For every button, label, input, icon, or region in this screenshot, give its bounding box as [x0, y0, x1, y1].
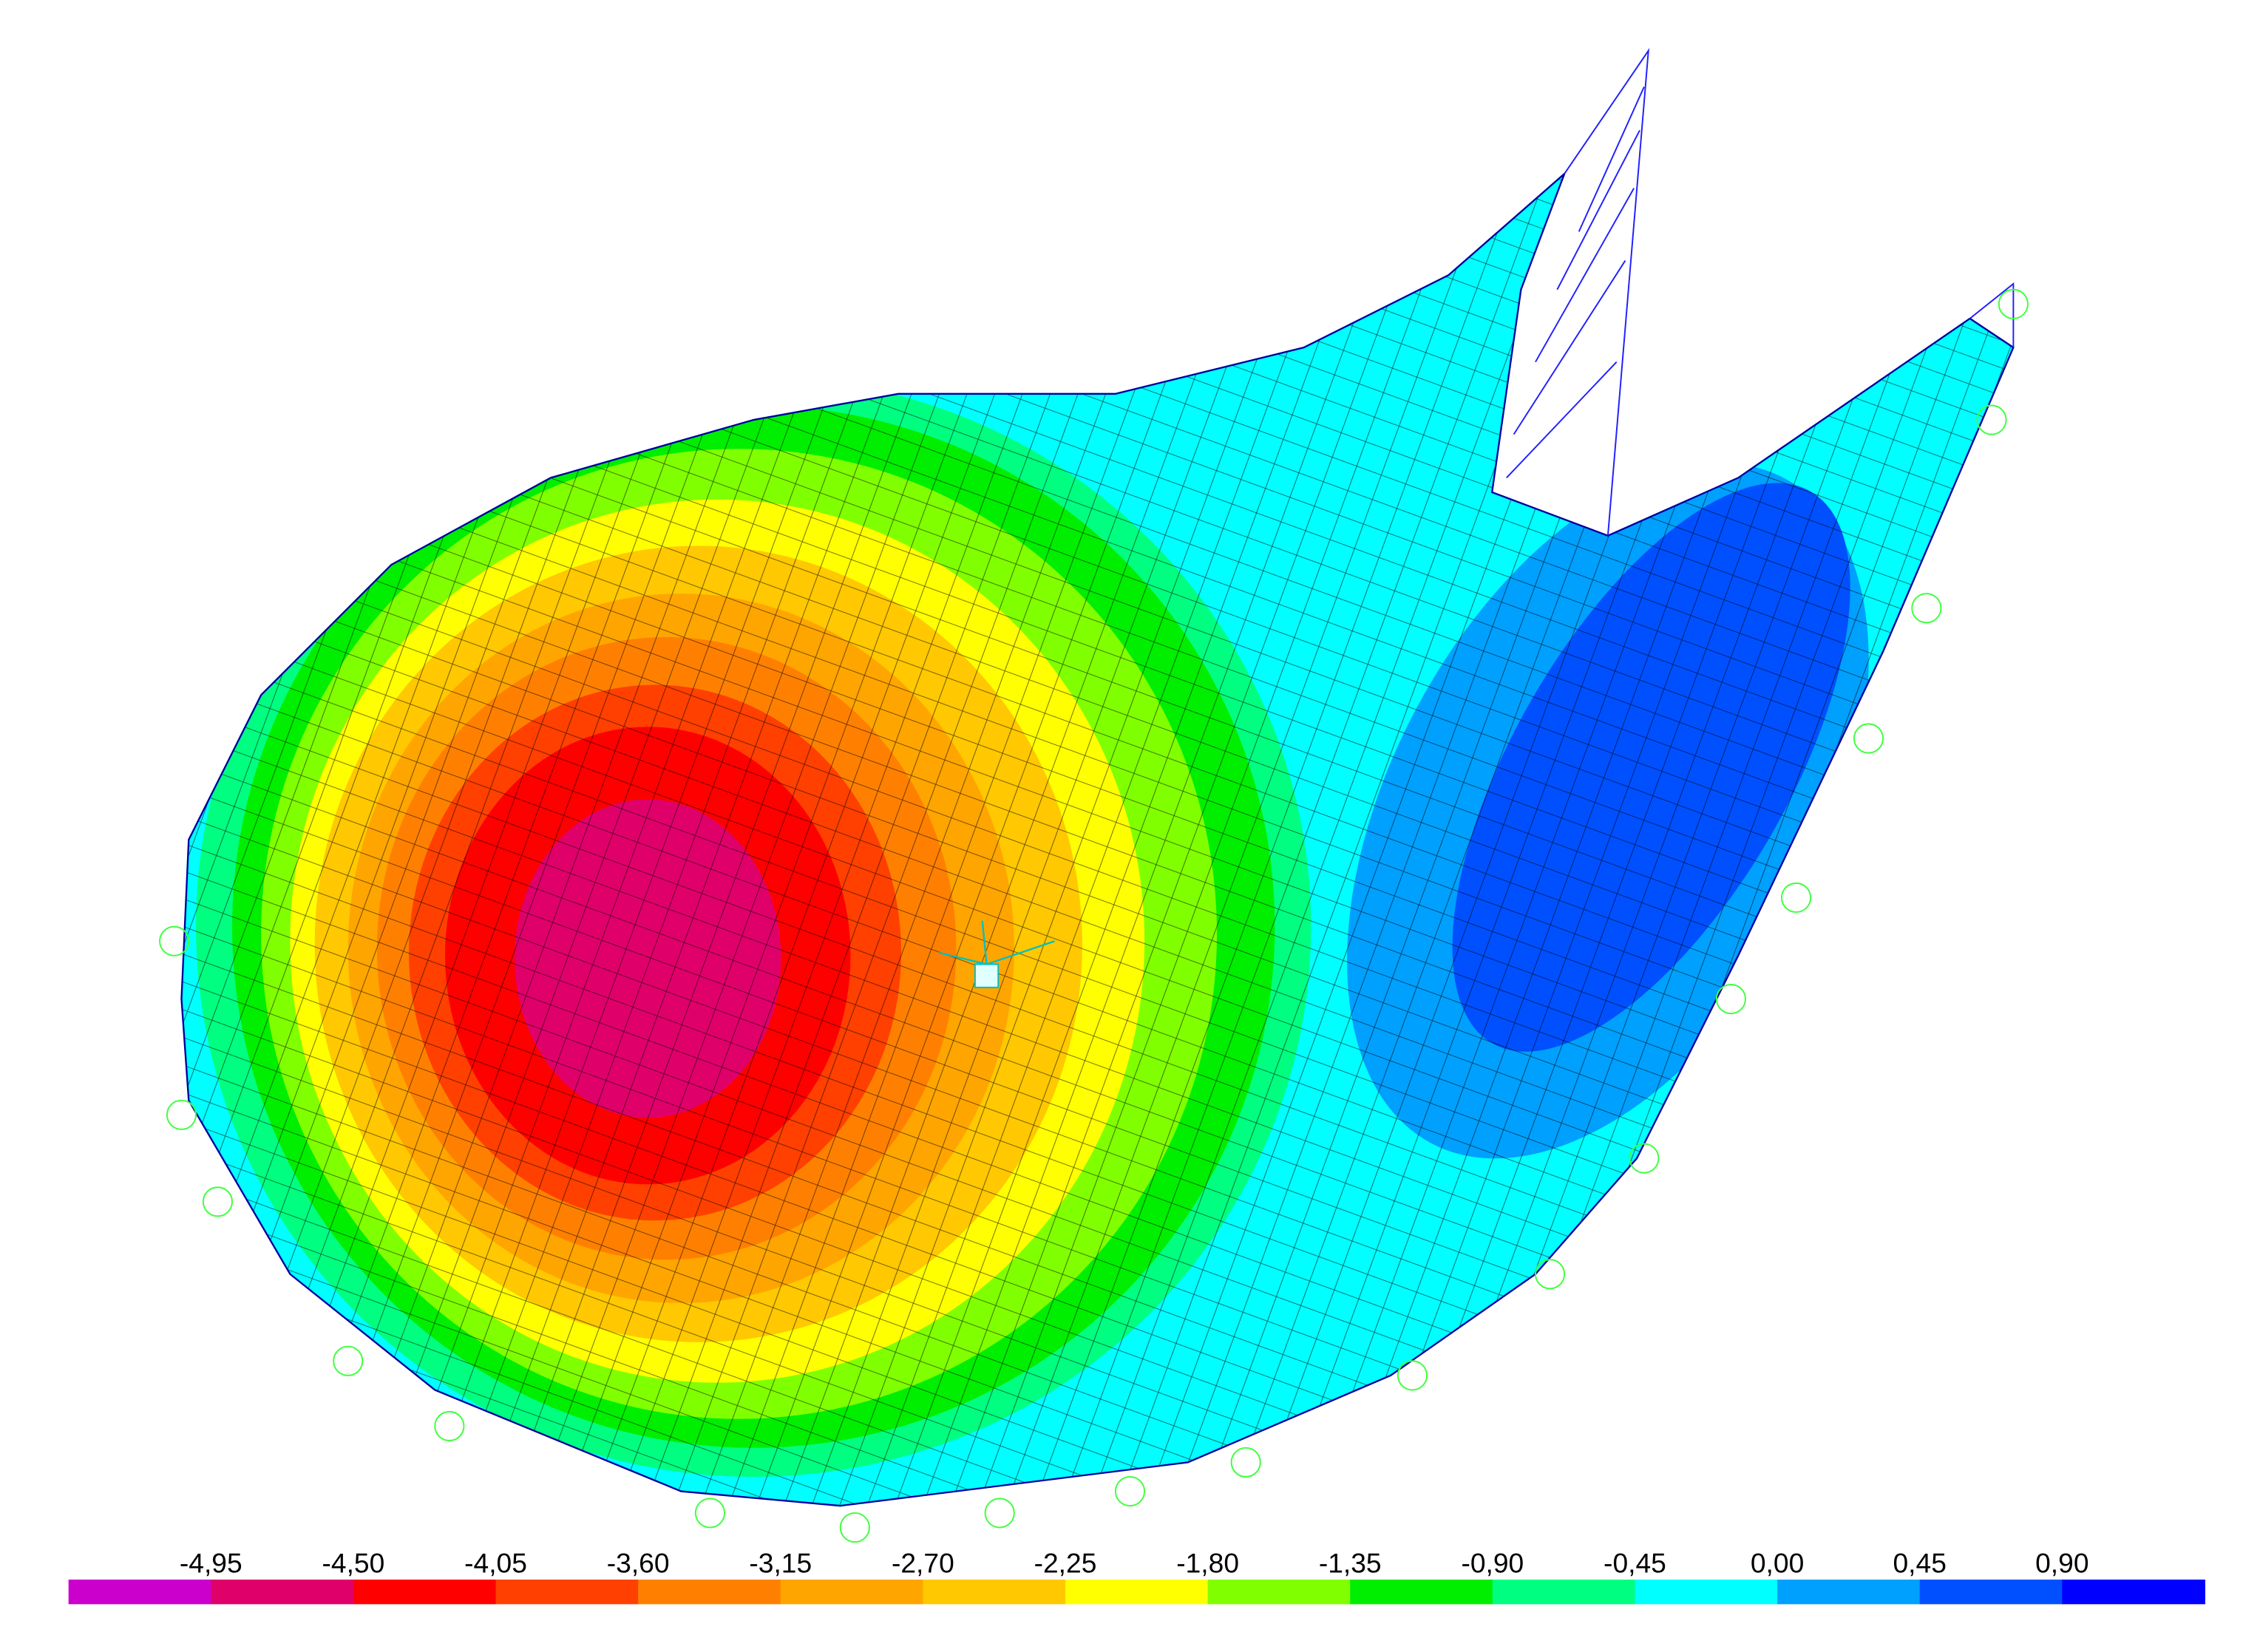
legend-swatch — [2062, 1580, 2205, 1605]
supports — [159, 288, 2029, 1543]
legend-label: 0,00 — [1751, 1547, 1804, 1578]
legend-swatch — [1919, 1580, 2063, 1605]
legend-swatch — [353, 1580, 497, 1605]
axis-triad — [938, 920, 1056, 988]
legend-swatch — [1207, 1580, 1351, 1605]
legend-swatch — [923, 1580, 1066, 1605]
legend-label: -2,70 — [892, 1547, 954, 1578]
edge-frame — [1506, 47, 2015, 536]
legend-label: 0,90 — [2035, 1547, 2088, 1578]
legend-label: -2,25 — [1034, 1547, 1097, 1578]
legend-label: 0,45 — [1893, 1547, 1946, 1578]
legend-label: -4,05 — [464, 1547, 527, 1578]
legend-swatch — [68, 1580, 212, 1605]
legend-label: -3,60 — [607, 1547, 670, 1578]
legend-label: -3,15 — [749, 1547, 812, 1578]
legend-label: -1,80 — [1176, 1547, 1239, 1578]
legend-label: -0,90 — [1461, 1547, 1524, 1578]
legend-swatch — [1350, 1580, 1493, 1605]
legend-label: -0,45 — [1604, 1547, 1666, 1578]
legend-swatch — [1777, 1580, 1921, 1605]
legend-swatch — [211, 1580, 354, 1605]
legend-swatch — [1492, 1580, 1636, 1605]
legend-swatch — [1635, 1580, 1779, 1605]
legend-label: -4,95 — [180, 1547, 242, 1578]
legend-swatch — [780, 1580, 924, 1605]
legend: -4,95 -4,50 -4,05 -3,60 -3,15 -2,70 -2,25 -1,80… — [68, 1547, 2205, 1605]
legend-swatch — [495, 1580, 639, 1605]
legend-label: -1,35 — [1319, 1547, 1382, 1578]
legend-swatch — [638, 1580, 781, 1605]
shell-outline — [180, 173, 2015, 1507]
legend-swatch — [1065, 1580, 1209, 1605]
legend-label: -4,50 — [322, 1547, 385, 1578]
